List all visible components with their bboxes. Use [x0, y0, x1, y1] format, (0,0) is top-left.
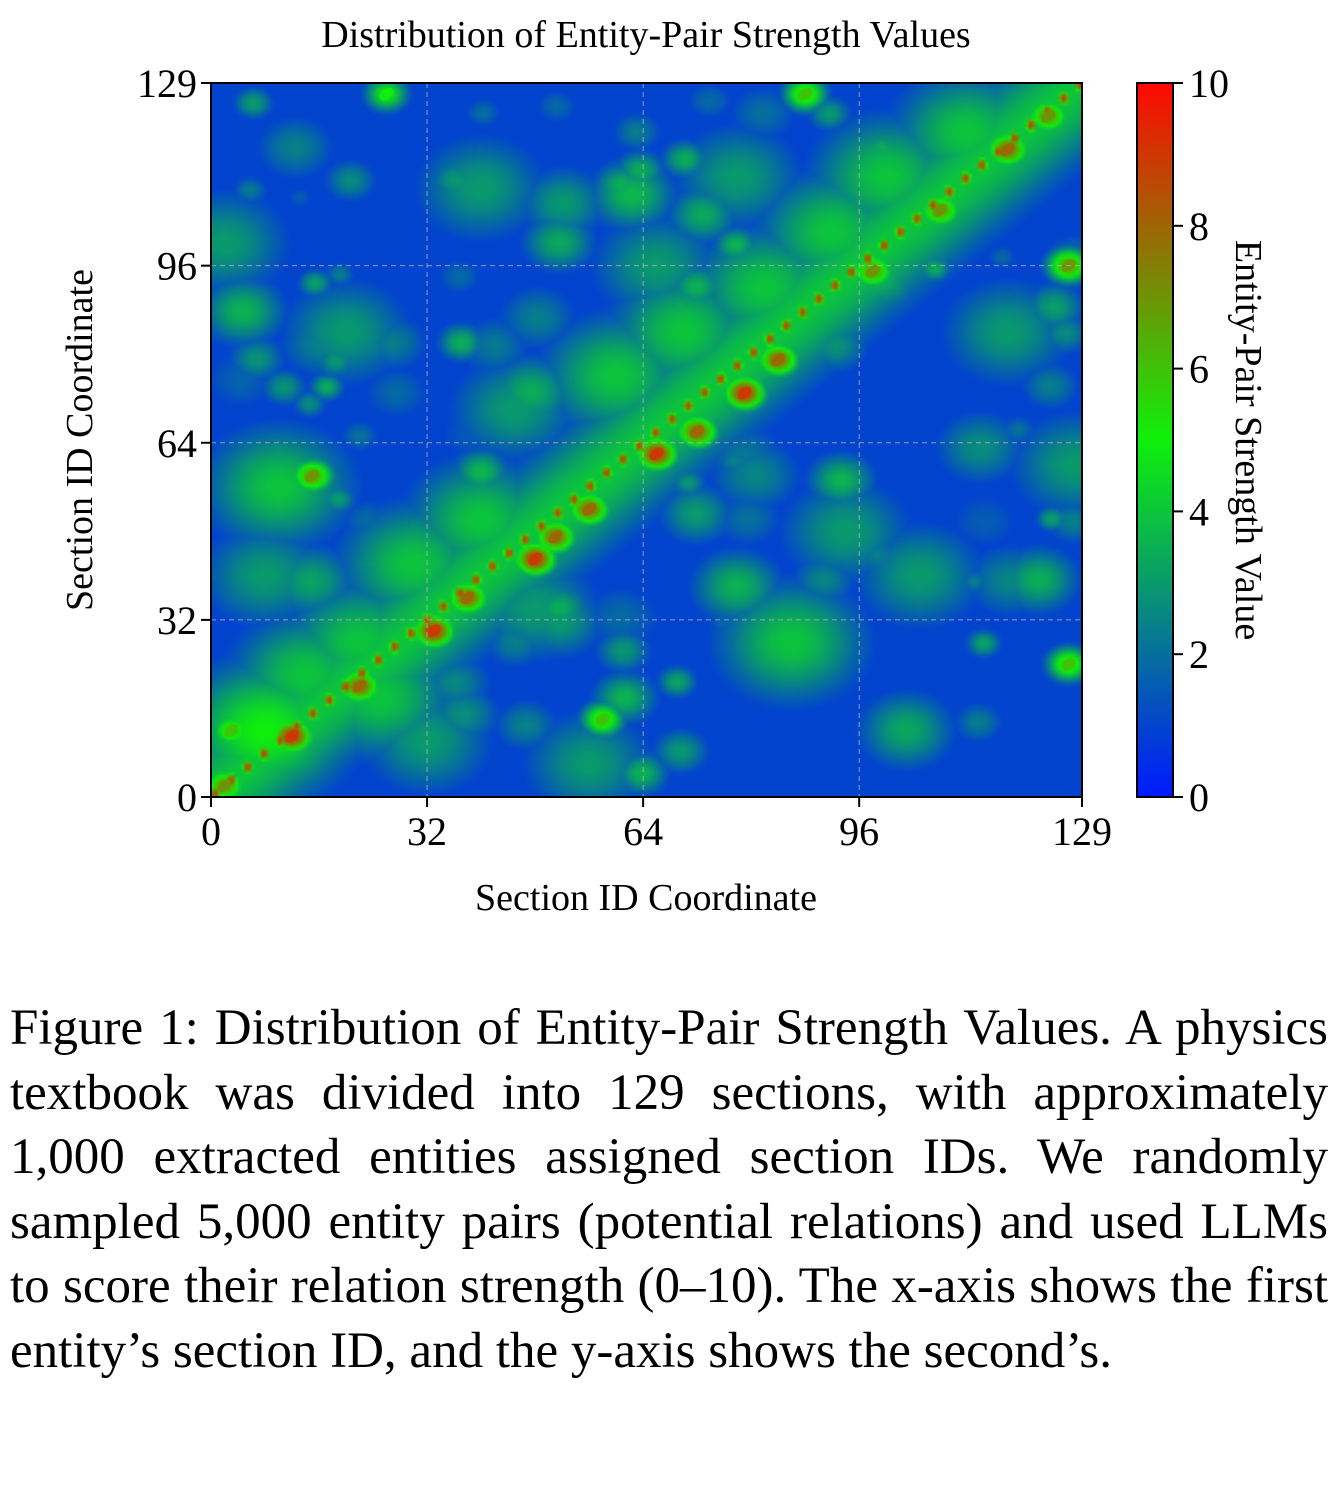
- chart-title: Distribution of Entity-Pair Strength Val…: [321, 14, 970, 56]
- grid-lines: [211, 83, 1082, 797]
- y-tick-label: 96: [157, 244, 197, 289]
- heatmap-figure: Distribution of Entity-Pair Strength Val…: [59, 14, 1269, 919]
- hotspot-point: [865, 264, 880, 278]
- hotspot-point: [1041, 109, 1056, 123]
- hotspot-point: [690, 425, 705, 439]
- hotspot-point: [285, 729, 299, 743]
- colorbar-label: Entity-Pair Strength Value: [1227, 240, 1269, 640]
- hotspot-point: [582, 502, 597, 516]
- y-tick-label: 32: [157, 598, 197, 643]
- hotspot-point: [771, 353, 786, 367]
- hotspot-point: [379, 87, 394, 101]
- hotspot-point: [352, 679, 367, 693]
- y-tick-label: 129: [137, 61, 197, 106]
- hotspot-point: [649, 447, 664, 461]
- figure-caption: Figure 1: Distribution of Entity-Pair St…: [10, 996, 1328, 1383]
- hotspot-point: [595, 713, 610, 726]
- x-tick-label: 32: [407, 809, 447, 854]
- hotspot-point: [1061, 657, 1076, 671]
- hotspot-point: [798, 87, 813, 101]
- x-axis-ticks: 0 32 64 96 129: [201, 797, 1112, 854]
- heatmap-raster: [211, 83, 1082, 797]
- y-axis-ticks: 0 32 64 96 129: [137, 61, 211, 820]
- hotspot-layer: [217, 87, 1076, 793]
- colorbar-tick-label: 4: [1189, 489, 1209, 534]
- x-axis-label: Section ID Coordinate: [475, 877, 817, 919]
- hotspot-point: [528, 552, 543, 566]
- caption-text: Distribution of Entity-Pair Strength Val…: [10, 1000, 1329, 1379]
- hotspot-point: [217, 779, 232, 793]
- hotspot-point: [933, 203, 948, 217]
- y-axis-label: Section ID Coordinate: [59, 269, 101, 611]
- plot-frame: [210, 82, 1083, 798]
- x-tick-label: 64: [623, 809, 663, 854]
- hotspot-point: [426, 624, 441, 638]
- hotspot-point: [305, 469, 320, 483]
- hotspot-point: [1000, 143, 1015, 156]
- hotspot-point: [548, 530, 563, 544]
- colorbar-tick-label: 8: [1189, 204, 1209, 249]
- hotspot-point: [737, 386, 752, 400]
- hotspot-point: [224, 724, 239, 737]
- colorbar-tick-label: 6: [1189, 347, 1209, 392]
- x-tick-label: 0: [201, 809, 221, 854]
- hotspot-point: [460, 591, 475, 605]
- y-tick-label: 0: [177, 775, 197, 820]
- colorbar-tick-label: 10: [1189, 61, 1229, 106]
- colorbar: [1136, 82, 1174, 798]
- y-tick-label: 64: [157, 421, 197, 466]
- colorbar-tick-label: 0: [1189, 775, 1209, 820]
- x-tick-label: 96: [839, 809, 879, 854]
- heatmap-chart: Distribution of Entity-Pair Strength Val…: [59, 14, 1269, 919]
- x-tick-label: 129: [1052, 809, 1112, 854]
- colorbar-tick-label: 2: [1189, 632, 1209, 677]
- caption-label: Figure 1:: [10, 1000, 199, 1056]
- colorbar-ticks: 0 2 4 6 8 10: [1173, 61, 1229, 820]
